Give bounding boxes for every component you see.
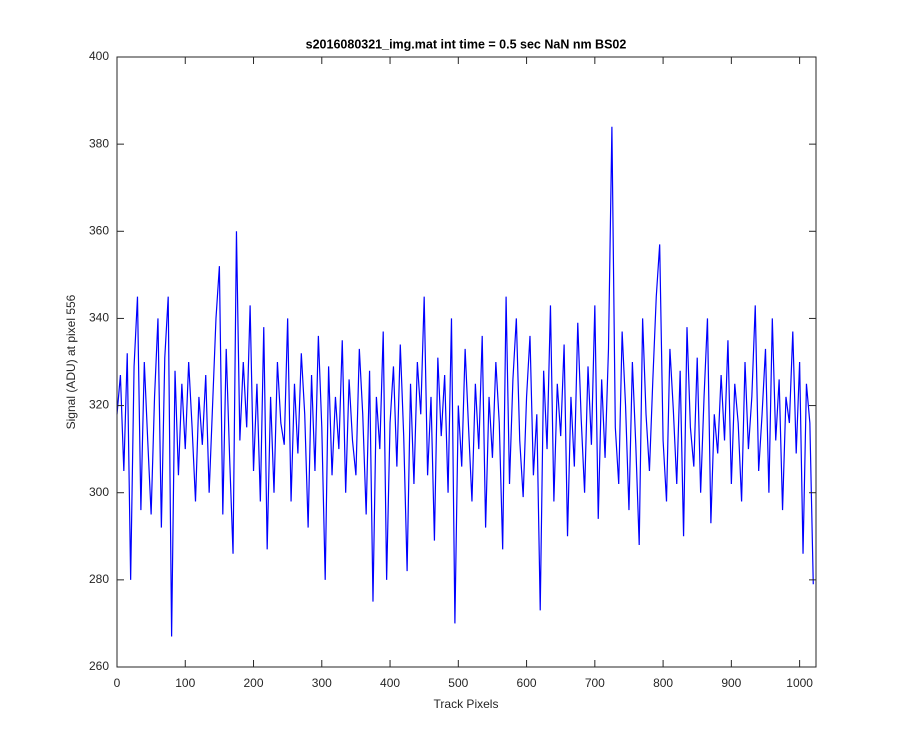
- y-tick-label: 360: [89, 223, 109, 237]
- y-tick-label: 300: [89, 485, 109, 499]
- y-tick-label: 280: [89, 572, 109, 586]
- x-tick-label: 0: [114, 676, 121, 690]
- x-tick-label: 300: [312, 676, 332, 690]
- x-tick-label: 1000: [786, 676, 813, 690]
- x-tick-label: 600: [517, 676, 537, 690]
- chart-title: s2016080321_img.mat int time = 0.5 sec N…: [306, 37, 627, 51]
- x-tick-label: 500: [448, 676, 468, 690]
- x-tick-label: 200: [244, 676, 264, 690]
- x-axis-label: Track Pixels: [434, 697, 499, 711]
- y-tick-label: 320: [89, 398, 109, 412]
- x-tick-label: 800: [653, 676, 673, 690]
- y-axis-label: Signal (ADU) at pixel 556: [64, 294, 78, 429]
- y-tick-label: 340: [89, 311, 109, 325]
- x-tick-label: 900: [721, 676, 741, 690]
- y-tick-label: 400: [89, 49, 109, 63]
- axes-box: [116, 56, 817, 668]
- data-line: [116, 126, 814, 637]
- x-tick-label: 700: [585, 676, 605, 690]
- y-tick-label: 380: [89, 136, 109, 150]
- y-tick-label: 260: [89, 659, 109, 673]
- plot-area: [117, 57, 816, 667]
- x-tick-label: 100: [175, 676, 195, 690]
- x-tick-label: 400: [380, 676, 400, 690]
